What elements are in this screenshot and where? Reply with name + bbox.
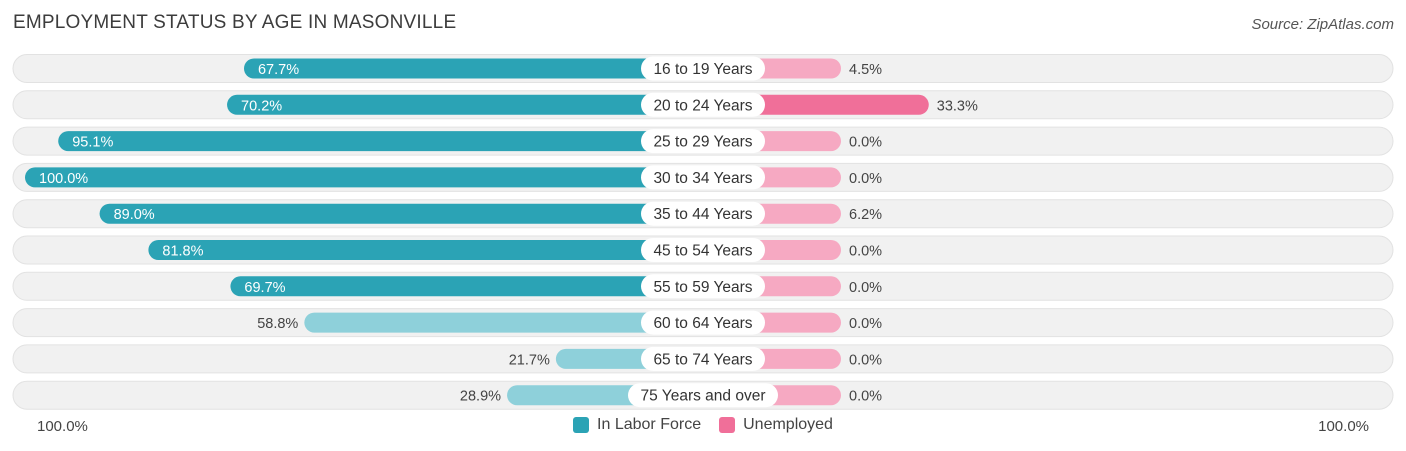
labor-bar — [304, 312, 703, 333]
legend-item-labor: In Labor Force — [573, 416, 701, 434]
unemployed-value-label: 33.3% — [937, 98, 978, 114]
unemployed-value-label: 0.0% — [849, 135, 882, 151]
labor-bar — [243, 58, 703, 79]
category-pill — [641, 274, 765, 299]
legend-label-labor: In Labor Force — [597, 416, 702, 433]
unemployed-value-label: 0.0% — [849, 389, 882, 405]
labor-value-label: 69.7% — [244, 280, 285, 296]
axis-right-label: 100.0% — [1318, 418, 1369, 435]
labor-value-label: 89.0% — [114, 207, 155, 223]
category-label: 35 to 44 Years — [653, 206, 752, 223]
labor-value-label: 67.7% — [258, 62, 299, 78]
category-pill — [641, 92, 765, 117]
labor-value-label: 95.1% — [72, 135, 113, 151]
labor-value-label: 100.0% — [39, 171, 88, 187]
labor-value-label: 58.8% — [257, 316, 298, 332]
unemployed-value-label: 0.0% — [849, 244, 882, 260]
category-label: 65 to 74 Years — [653, 351, 752, 368]
unemployed-value-label: 0.0% — [849, 352, 882, 368]
legend-swatch-unemployed — [719, 417, 736, 433]
category-pill — [641, 56, 765, 81]
chart-title: EMPLOYMENT STATUS BY AGE IN MASONVILLE — [13, 12, 457, 33]
category-pill — [641, 129, 765, 154]
labor-value-label: 81.8% — [162, 244, 203, 260]
chart-source: Source: ZipAtlas.com — [1251, 16, 1394, 33]
legend-swatch-labor — [573, 417, 590, 433]
category-label: 75 Years and over — [641, 388, 766, 405]
category-pill — [641, 238, 765, 262]
category-pill — [641, 165, 765, 190]
labor-value-label: 28.9% — [460, 389, 501, 405]
labor-bar — [25, 167, 703, 188]
category-label: 30 to 34 Years — [653, 170, 752, 187]
category-pill — [641, 310, 765, 335]
category-label: 45 to 54 Years — [653, 243, 752, 260]
category-label: 16 to 19 Years — [653, 61, 752, 78]
unemployed-value-label: 0.0% — [849, 280, 882, 296]
labor-bar — [99, 203, 703, 224]
unemployed-value-label: 0.0% — [849, 171, 882, 187]
labor-value-label: 21.7% — [509, 352, 550, 368]
category-pill — [641, 201, 765, 226]
category-pill — [641, 346, 765, 371]
labor-bar — [58, 131, 704, 152]
unemployed-value-label: 4.5% — [849, 62, 882, 78]
category-label: 55 to 59 Years — [653, 279, 752, 296]
labor-value-label: 70.2% — [241, 98, 282, 114]
category-label: 60 to 64 Years — [653, 315, 752, 332]
unemployed-value-label: 0.0% — [849, 316, 882, 332]
category-label: 25 to 29 Years — [653, 134, 752, 151]
labor-bar — [148, 240, 703, 260]
labor-bar — [230, 276, 703, 297]
category-label: 20 to 24 Years — [653, 97, 752, 114]
unemployed-value-label: 6.2% — [849, 207, 882, 223]
axis-left-label: 100.0% — [37, 418, 88, 435]
legend-item-unemployed: Unemployed — [719, 416, 833, 434]
legend: In Labor Force Unemployed — [0, 416, 1406, 434]
legend-label-unemployed: Unemployed — [743, 416, 833, 433]
category-pill — [628, 383, 778, 408]
labor-bar — [227, 94, 703, 115]
